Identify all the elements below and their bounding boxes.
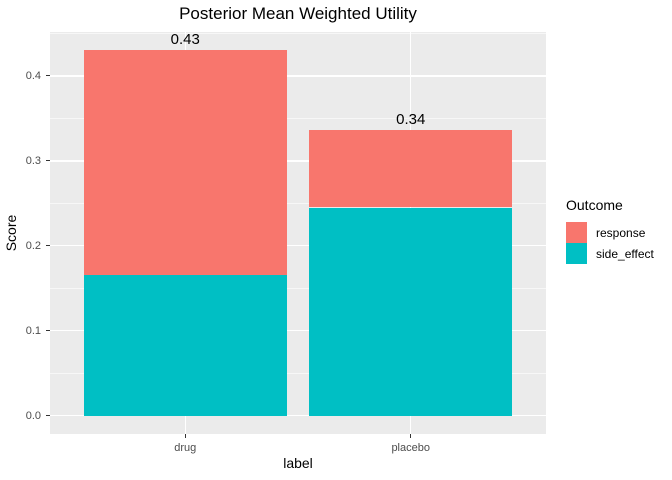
bar-segment-placebo-response <box>309 130 513 208</box>
x-tick-mark <box>410 434 412 438</box>
bar-segment-placebo-side_effect <box>309 207 513 416</box>
legend-key-swatch <box>566 243 587 264</box>
bar-total-label: 0.43 <box>170 32 200 49</box>
legend-key-swatch <box>566 222 587 243</box>
bar-segment-drug-side_effect <box>83 275 287 416</box>
y-gridline-minor <box>50 372 546 374</box>
legend-entry-label: side_effect <box>596 246 654 261</box>
legend: Outcome response side_effect <box>566 197 654 264</box>
bar-total-label: 0.34 <box>396 111 426 129</box>
y-tick-label: 0.3 <box>25 154 41 167</box>
legend-entries: response side_effect <box>566 222 654 264</box>
y-tick-mark <box>46 160 50 162</box>
y-gridline-major <box>50 244 546 247</box>
y-tick-label: 0.4 <box>25 69 41 82</box>
y-tick-mark <box>46 330 50 332</box>
y-tick-mark <box>46 245 50 247</box>
y-gridline-major <box>50 160 546 162</box>
y-gridline-minor <box>50 32 546 34</box>
y-gridline-minor <box>50 287 546 289</box>
y-gridline-minor <box>50 117 546 119</box>
y-gridline-major <box>50 75 546 77</box>
y-gridline-major <box>50 329 546 332</box>
y-tick-label: 0.2 <box>25 239 41 252</box>
y-gridline-minor <box>50 202 546 204</box>
chart-title: Posterior Mean Weighted Utility <box>179 4 417 23</box>
y-tick-mark <box>46 75 50 77</box>
legend-entry-label: response <box>596 225 646 240</box>
x-axis-title: label <box>283 455 313 471</box>
legend-entry-response: response <box>566 222 654 243</box>
x-tick-mark <box>184 434 186 438</box>
bar-segment-drug-response <box>83 50 287 276</box>
y-tick-label: 0.0 <box>25 409 41 422</box>
y-tick-label: 0.1 <box>25 324 41 337</box>
x-tick-label: placebo <box>391 442 430 454</box>
x-tick-label: drug <box>174 442 197 454</box>
y-tick-mark <box>46 415 50 417</box>
y-gridline-major <box>50 414 546 417</box>
plot-panel: 0.43 0.34 <box>50 32 546 434</box>
legend-title: Outcome <box>566 197 623 213</box>
legend-entry-side_effect: side_effect <box>566 243 654 264</box>
